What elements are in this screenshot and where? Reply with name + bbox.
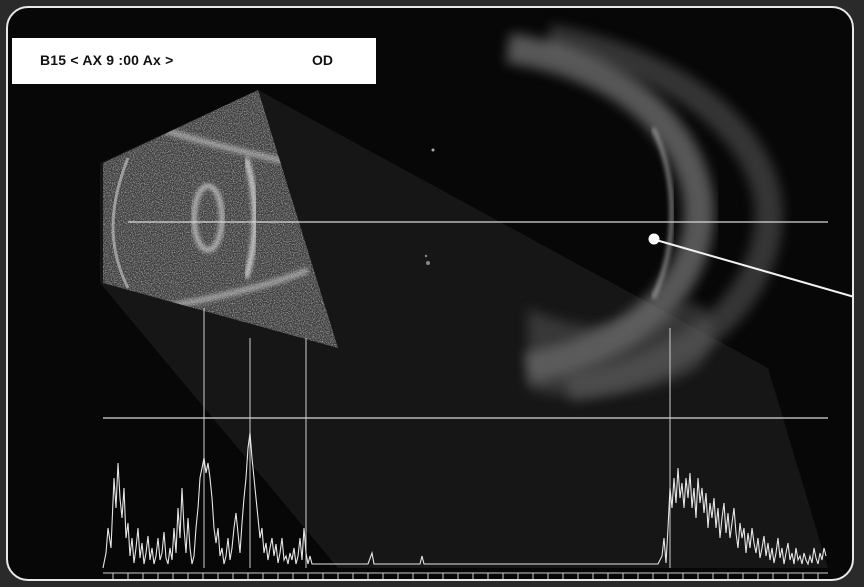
a-scan-trace [102, 432, 827, 569]
posterior-wall [505, 24, 783, 402]
depth-scale [103, 572, 828, 579]
ultrasound-image [100, 24, 852, 579]
scan-label: B15 < AX 9 :00 Ax > [40, 52, 174, 68]
scan-header: B15 < AX 9 :00 Ax > OD [12, 38, 376, 84]
annotation-pointer-icon [648, 233, 852, 298]
ultrasound-frame: B15 < AX 9 :00 Ax > OD [6, 6, 854, 581]
eye-indicator: OD [312, 52, 333, 68]
